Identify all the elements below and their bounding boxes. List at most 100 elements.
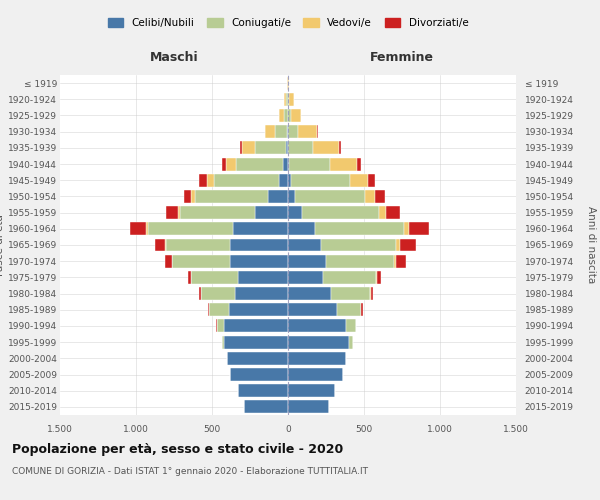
Bar (291, 174, 350, 186)
Bar (377, 271, 381, 284)
Bar (323, 271, 376, 284)
Bar (184, 190, 191, 203)
Bar (241, 142, 242, 154)
Bar (214, 174, 279, 186)
Bar (288, 158, 289, 170)
Bar (216, 320, 217, 332)
Bar (386, 206, 400, 219)
Bar (238, 271, 288, 284)
Bar (222, 158, 226, 170)
Bar (326, 254, 394, 268)
Bar (346, 320, 356, 332)
Text: COMUNE DI GORIZIA - Dati ISTAT 1° gennaio 2020 - Elaborazione TUTTITALIA.IT: COMUNE DI GORIZIA - Dati ISTAT 1° gennai… (12, 468, 368, 476)
Bar (146, 222, 148, 235)
Bar (227, 352, 288, 365)
Bar (230, 368, 288, 381)
Bar (256, 142, 286, 154)
Bar (289, 93, 293, 106)
Bar (298, 125, 317, 138)
Bar (284, 109, 287, 122)
Bar (322, 238, 396, 252)
Legend: Celibi/Nubili, Coniugati/e, Vedovi/e, Divorziati/e: Celibi/Nubili, Coniugati/e, Vedovi/e, Di… (103, 14, 473, 32)
Bar (265, 125, 275, 138)
Bar (379, 206, 386, 219)
Bar (288, 190, 295, 203)
Bar (288, 125, 298, 138)
Bar (337, 304, 361, 316)
Bar (279, 174, 288, 186)
Bar (236, 158, 283, 170)
Bar (288, 206, 302, 219)
Bar (172, 254, 230, 268)
Text: Popolazione per età, sesso e stato civile - 2020: Popolazione per età, sesso e stato civil… (12, 442, 343, 456)
Bar (288, 109, 291, 122)
Bar (217, 320, 224, 332)
Bar (166, 206, 178, 219)
Bar (376, 190, 385, 203)
Bar (244, 400, 288, 413)
Bar (288, 287, 331, 300)
Bar (288, 254, 326, 268)
Bar (224, 336, 288, 348)
Bar (235, 287, 288, 300)
Bar (288, 304, 337, 316)
Bar (283, 158, 288, 170)
Bar (288, 271, 323, 284)
Bar (404, 222, 409, 235)
Bar (199, 174, 206, 186)
Bar (230, 254, 288, 268)
Bar (165, 254, 172, 268)
Bar (288, 352, 346, 365)
Bar (288, 76, 289, 90)
Bar (191, 190, 195, 203)
Bar (288, 336, 349, 348)
Text: Maschi: Maschi (149, 50, 199, 64)
Bar (226, 158, 236, 170)
Bar (178, 206, 180, 219)
Bar (242, 142, 256, 154)
Bar (254, 206, 288, 219)
Bar (275, 125, 287, 138)
Bar (288, 400, 329, 413)
Bar (409, 222, 430, 235)
Bar (289, 158, 330, 170)
Bar (330, 158, 357, 170)
Bar (396, 254, 406, 268)
Bar (209, 304, 229, 316)
Text: Anni di nascita: Anni di nascita (586, 206, 596, 284)
Bar (288, 93, 289, 106)
Bar (206, 174, 214, 186)
Bar (291, 109, 301, 122)
Text: Femmine: Femmine (370, 50, 434, 64)
Bar (316, 222, 404, 235)
Bar (370, 287, 371, 300)
Bar (165, 238, 166, 252)
Bar (288, 384, 335, 397)
Bar (288, 174, 291, 186)
Bar (286, 93, 288, 106)
Bar (288, 368, 343, 381)
Bar (238, 384, 288, 397)
Bar (295, 190, 365, 203)
Bar (340, 142, 341, 154)
Bar (230, 238, 288, 252)
Bar (166, 238, 230, 252)
Bar (396, 238, 400, 252)
Bar (224, 320, 288, 332)
Bar (148, 222, 233, 235)
Bar (222, 336, 224, 348)
Bar (289, 142, 313, 154)
Bar (302, 206, 379, 219)
Bar (280, 109, 284, 122)
Bar (287, 125, 288, 138)
Bar (365, 190, 376, 203)
Bar (268, 190, 288, 203)
Bar (331, 287, 370, 300)
Y-axis label: Fasce di età: Fasce di età (0, 214, 5, 276)
Bar (361, 304, 362, 316)
Bar (130, 222, 146, 235)
Bar (313, 142, 340, 154)
Bar (368, 174, 376, 186)
Bar (284, 93, 286, 106)
Bar (202, 287, 235, 300)
